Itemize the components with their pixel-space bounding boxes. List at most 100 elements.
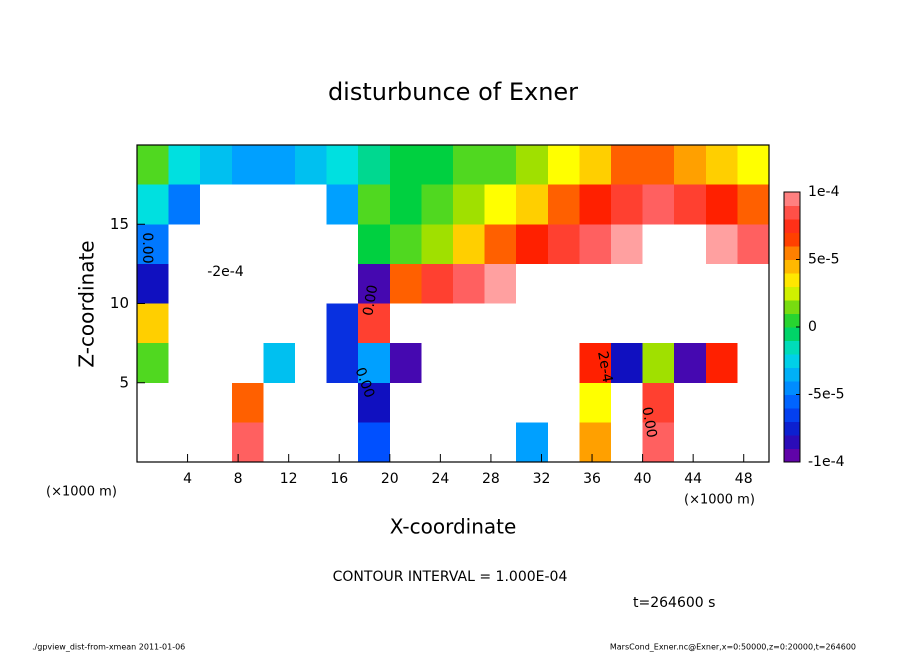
field-cell xyxy=(200,382,233,423)
field-cell xyxy=(674,422,707,463)
colorbar-band xyxy=(784,327,800,341)
field-cell xyxy=(389,184,422,225)
field-cell xyxy=(611,303,644,344)
field-cell xyxy=(547,263,580,304)
colorbar-tick-label: 0 xyxy=(808,319,817,335)
field-cell xyxy=(453,184,486,225)
field-cell xyxy=(263,263,296,304)
field-cell xyxy=(326,422,359,463)
field-cell xyxy=(705,224,738,265)
field-cell xyxy=(453,303,486,344)
field-cell xyxy=(516,422,549,463)
field-cell xyxy=(421,263,454,304)
colorbar-band xyxy=(784,246,800,260)
field-cell xyxy=(137,145,170,186)
field-cell xyxy=(484,303,517,344)
field-cell xyxy=(200,263,233,304)
field-cell xyxy=(611,422,644,463)
field-cell xyxy=(231,303,264,344)
field-cell xyxy=(516,224,549,265)
colorbar-band xyxy=(784,381,800,395)
field-cell xyxy=(263,343,296,384)
field-cell xyxy=(421,184,454,225)
colorbar-band xyxy=(784,421,800,436)
field-cell xyxy=(516,263,549,304)
field-cell xyxy=(705,263,738,304)
field-cell xyxy=(579,303,612,344)
field-cell xyxy=(642,422,675,463)
x-tick-label: 20 xyxy=(381,471,399,487)
field-cell xyxy=(200,303,233,344)
colorbar-band xyxy=(784,340,800,355)
field-cell xyxy=(263,422,296,463)
field-cell xyxy=(326,224,359,265)
colorbar-band xyxy=(784,286,800,301)
field-cell xyxy=(579,263,612,304)
field-cell xyxy=(547,303,580,344)
x-tick-label: 24 xyxy=(431,471,449,487)
field-cell xyxy=(358,303,391,344)
field-cell xyxy=(611,263,644,304)
colorbar-tick-label: 5e-5 xyxy=(808,252,839,268)
field-cell xyxy=(358,184,391,225)
field-cell xyxy=(421,145,454,186)
field-cell xyxy=(642,382,675,423)
field-cell xyxy=(168,224,201,265)
field-cell xyxy=(358,382,391,423)
field-cell xyxy=(674,145,707,186)
field-cell xyxy=(484,145,517,186)
field-cell xyxy=(231,382,264,423)
field-cell xyxy=(737,382,770,423)
field-cell xyxy=(295,422,328,463)
field-cell xyxy=(421,382,454,423)
y-tick-label: 10 xyxy=(110,294,129,312)
field-cell xyxy=(453,343,486,384)
field-cell xyxy=(737,422,770,463)
x-tick-label: 12 xyxy=(280,471,298,487)
colorbar-band xyxy=(784,205,800,220)
field-cell xyxy=(168,303,201,344)
field-cell xyxy=(137,343,170,384)
field-cell xyxy=(705,303,738,344)
field-cell xyxy=(421,422,454,463)
field-cell xyxy=(389,382,422,423)
field-cell xyxy=(547,382,580,423)
field-cell xyxy=(231,422,264,463)
y-tick-label: 15 xyxy=(110,215,129,233)
field-cell xyxy=(389,303,422,344)
field-cell xyxy=(674,184,707,225)
field-cell xyxy=(200,422,233,463)
field-cell xyxy=(137,382,170,423)
field-cell xyxy=(326,343,359,384)
field-cell xyxy=(547,145,580,186)
field-cell xyxy=(611,343,644,384)
field-cell xyxy=(516,303,549,344)
field-cell xyxy=(389,422,422,463)
colorbar-band xyxy=(784,219,800,233)
field-cell xyxy=(168,343,201,384)
field-cell xyxy=(705,184,738,225)
field-cell xyxy=(642,184,675,225)
x-tick-label: 32 xyxy=(533,471,551,487)
field-cell xyxy=(168,382,201,423)
field-cell xyxy=(611,224,644,265)
contour-label: 0.00 xyxy=(638,406,659,439)
field-cell xyxy=(295,224,328,265)
x-tick-label: 4 xyxy=(183,471,192,487)
field-cell xyxy=(200,184,233,225)
colorbar-band xyxy=(784,192,800,206)
contour-label: 0.00 xyxy=(139,232,155,263)
field-cell xyxy=(263,303,296,344)
field-cell xyxy=(168,422,201,463)
colorbar-tick-label: 1e-4 xyxy=(808,184,840,200)
field-cell xyxy=(579,145,612,186)
colorbar-band xyxy=(784,435,800,449)
field-cell xyxy=(674,382,707,423)
field-cell xyxy=(484,263,517,304)
field-cell xyxy=(547,184,580,225)
field-cell xyxy=(737,303,770,344)
field-cell xyxy=(737,145,770,186)
field-cell xyxy=(326,184,359,225)
colorbar-band xyxy=(784,300,800,314)
